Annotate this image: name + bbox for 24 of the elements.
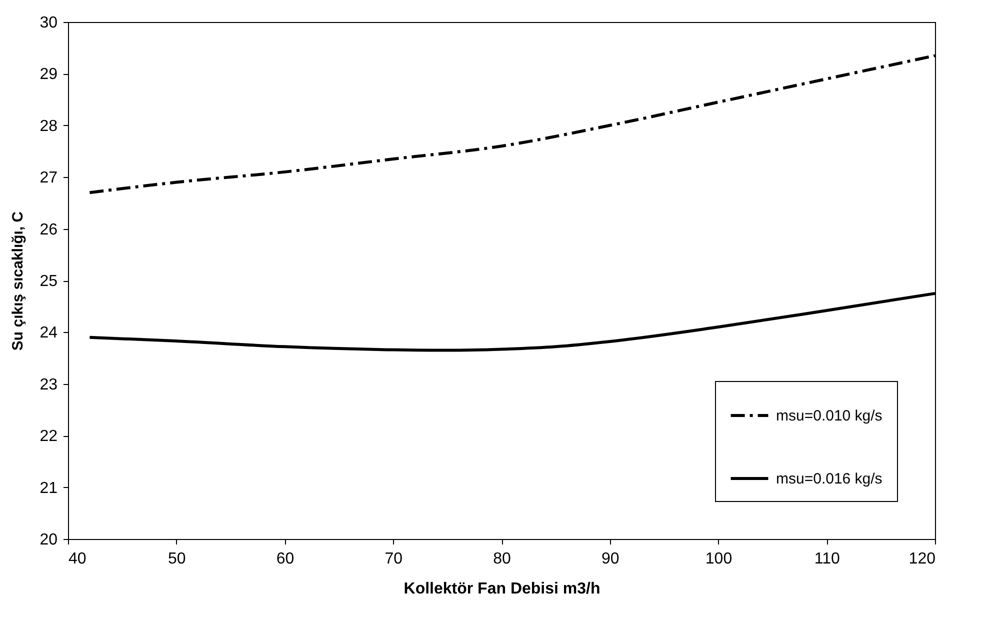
x-tick-label: 110	[814, 550, 840, 568]
y-tick-label: 30	[40, 14, 58, 32]
y-tick-label: 27	[40, 170, 58, 187]
x-tick-label: 50	[168, 550, 186, 568]
x-tick-label: 120	[908, 550, 936, 568]
x-tick-label: 90	[601, 550, 620, 568]
legend-label: msu=0.016 kg/s	[776, 470, 882, 488]
x-axis-title: Kollektör Fan Debisi m3/h	[404, 580, 600, 598]
y-tick-label: 23	[40, 376, 58, 394]
y-axis-title: Su çıkış sıcaklığı, C	[10, 211, 27, 351]
x-tick-label: 60	[276, 550, 294, 568]
x-tick-label: 100	[705, 550, 732, 568]
y-tick-label: 22	[40, 428, 58, 446]
y-tick-label: 25	[40, 273, 58, 290]
x-tick-label: 40	[68, 550, 86, 568]
legend-label: msu=0.010 kg/s	[776, 408, 882, 424]
y-tick-label: 26	[40, 221, 58, 238]
y-tick-label: 29	[40, 66, 58, 84]
y-tick-label: 24	[40, 324, 58, 342]
y-tick-label: 21	[40, 480, 58, 497]
y-tick-label: 28	[40, 118, 58, 135]
y-tick-label: 20	[40, 532, 58, 548]
x-tick-label: 70	[384, 550, 403, 568]
x-tick-label: 80	[493, 550, 511, 568]
